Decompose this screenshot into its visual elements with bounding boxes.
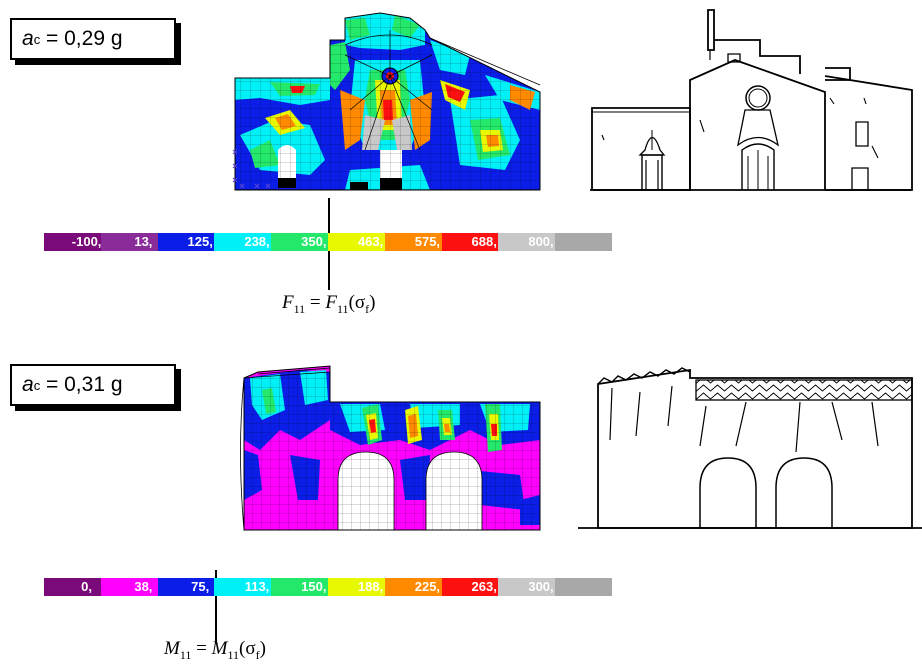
colorbar-segment	[555, 578, 612, 596]
colorbar-tick-label: 225,	[414, 579, 441, 594]
colorbar-segment	[100, 233, 158, 251]
colorbar-segment	[327, 578, 385, 596]
formula-eq: =	[191, 638, 212, 659]
formula-rhs-sub: 11	[227, 647, 239, 662]
colorbar-segment	[384, 233, 442, 251]
colorbar-segment	[214, 578, 272, 596]
colorbar-tick-label: 125,	[187, 234, 213, 249]
colorbar-tick-label: 238,	[244, 234, 270, 249]
colorbar-segment	[157, 233, 215, 251]
colorbar-segment	[441, 233, 499, 251]
colorbar-segment	[498, 578, 556, 596]
colorbar-tick-label: 0,	[81, 579, 93, 594]
formula-arg-sub: f	[365, 301, 370, 316]
colorbar-segment	[441, 578, 499, 596]
wall-drawing-bottom	[578, 367, 922, 529]
fe-model-top-outline	[234, 12, 541, 191]
colorbar-tick-label: 75,	[191, 579, 210, 594]
colorbar-segment	[100, 578, 158, 596]
facade-drawing-top	[590, 9, 913, 191]
colorbar-tick-label: 150,	[301, 579, 327, 594]
acceleration-value: = 0,29 g	[40, 27, 123, 50]
acceleration-symbol: a	[22, 27, 34, 50]
fe-model-top	[235, 13, 540, 190]
formula-close: )	[369, 292, 376, 313]
formula-eq: =	[305, 292, 326, 313]
formula-arg: (σ	[348, 292, 366, 313]
colorbar-tick-label: 300,	[528, 579, 554, 594]
colorbar-tick-label: 575,	[414, 234, 441, 249]
colorbar-segment	[498, 233, 556, 251]
formula-top: F11 = F11(σf)	[282, 292, 375, 317]
fe-model-bottom	[244, 366, 540, 530]
colorbar-tick-label: -100,	[71, 234, 102, 249]
formula-lhs: M	[164, 638, 180, 659]
colorbar-segment	[555, 233, 612, 251]
colorbar-tick-label: 350,	[301, 234, 327, 249]
colorbar-segment	[157, 578, 215, 596]
acceleration-value: = 0,31 g	[40, 373, 123, 396]
support-markers-top	[232, 149, 271, 189]
colorbar-tick-label: 188,	[357, 579, 384, 594]
formula-lhs: F	[282, 292, 294, 313]
colorbar-segment	[214, 233, 272, 251]
formula-arg: (σ	[239, 638, 256, 659]
fe-model-bottom-outline	[240, 365, 541, 531]
colorbar-segment	[44, 578, 101, 596]
colorbar-segment	[327, 233, 385, 251]
acceleration-subscript: c	[33, 31, 41, 47]
colorbar-top: -100, 13, 125, 238, 350, 463, 575, 688, 800,	[44, 233, 612, 251]
colorbar-tick-label: 263,	[471, 579, 497, 594]
colorbar-tick-label: 113,	[244, 579, 270, 594]
formula-arg-sub: f	[255, 647, 260, 662]
formula-close: )	[259, 638, 266, 659]
formula-bottom: M11 = M11(σf)	[164, 638, 266, 663]
colorbar-segment	[271, 578, 328, 596]
colorbar-tick-label: 13,	[134, 234, 153, 249]
colorbar-segment	[44, 233, 101, 251]
formula-rhs: M	[211, 638, 228, 659]
formula-rhs-sub: 11	[337, 301, 349, 316]
acceleration-subscript: c	[33, 377, 41, 393]
colorbar-segment	[384, 578, 442, 596]
acceleration-symbol: a	[22, 373, 34, 396]
formula-rhs: F	[325, 292, 337, 313]
colorbar-tick-label: 688,	[471, 234, 497, 249]
formula-lhs-sub: 11	[293, 301, 306, 316]
colorbar-segment	[271, 233, 328, 251]
colorbar-tick-label: 463,	[357, 234, 384, 249]
colorbar-tick-label: 800,	[528, 234, 554, 249]
colorbar-tick-label: 38,	[134, 579, 153, 594]
colorbar-bottom: 0, 38, 75, 113, 150, 188, 225, 263, 300,	[44, 578, 612, 596]
formula-lhs-sub: 11	[179, 647, 192, 662]
